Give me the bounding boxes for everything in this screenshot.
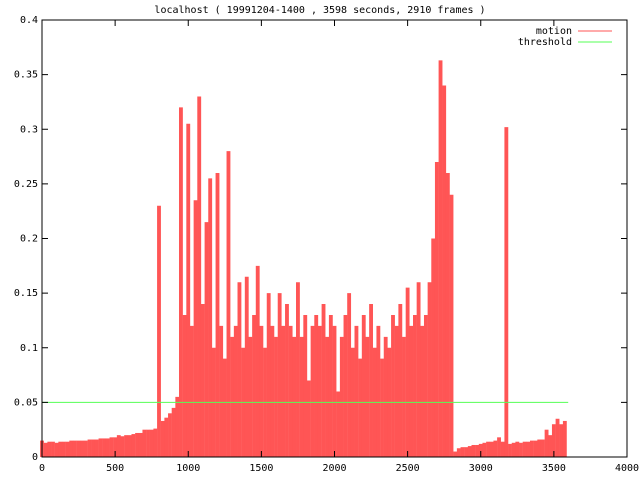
x-tick-label: 4000 [615,463,639,474]
x-tick-label: 2500 [396,463,420,474]
x-tick-label: 0 [39,463,45,474]
y-tick-label: 0.15 [14,288,38,299]
x-tick-label: 2000 [322,463,346,474]
x-tick-label: 3500 [542,463,566,474]
x-tick-label: 3000 [469,463,493,474]
y-tick-label: 0.35 [14,70,38,81]
x-tick-label: 1500 [249,463,273,474]
legend-label: motion [536,26,572,37]
y-tick-label: 0.4 [20,15,38,26]
chart-title: localhost ( 19991204-1400 , 3598 seconds… [154,5,485,16]
y-tick-label: 0.05 [14,397,38,408]
y-tick-label: 0.1 [20,343,38,354]
y-tick-label: 0.3 [20,124,38,135]
x-tick-label: 500 [106,463,124,474]
y-tick-label: 0 [32,452,38,463]
y-tick-label: 0.2 [20,234,38,245]
x-tick-label: 1000 [176,463,200,474]
legend-label: threshold [518,37,572,48]
y-tick-label: 0.25 [14,179,38,190]
